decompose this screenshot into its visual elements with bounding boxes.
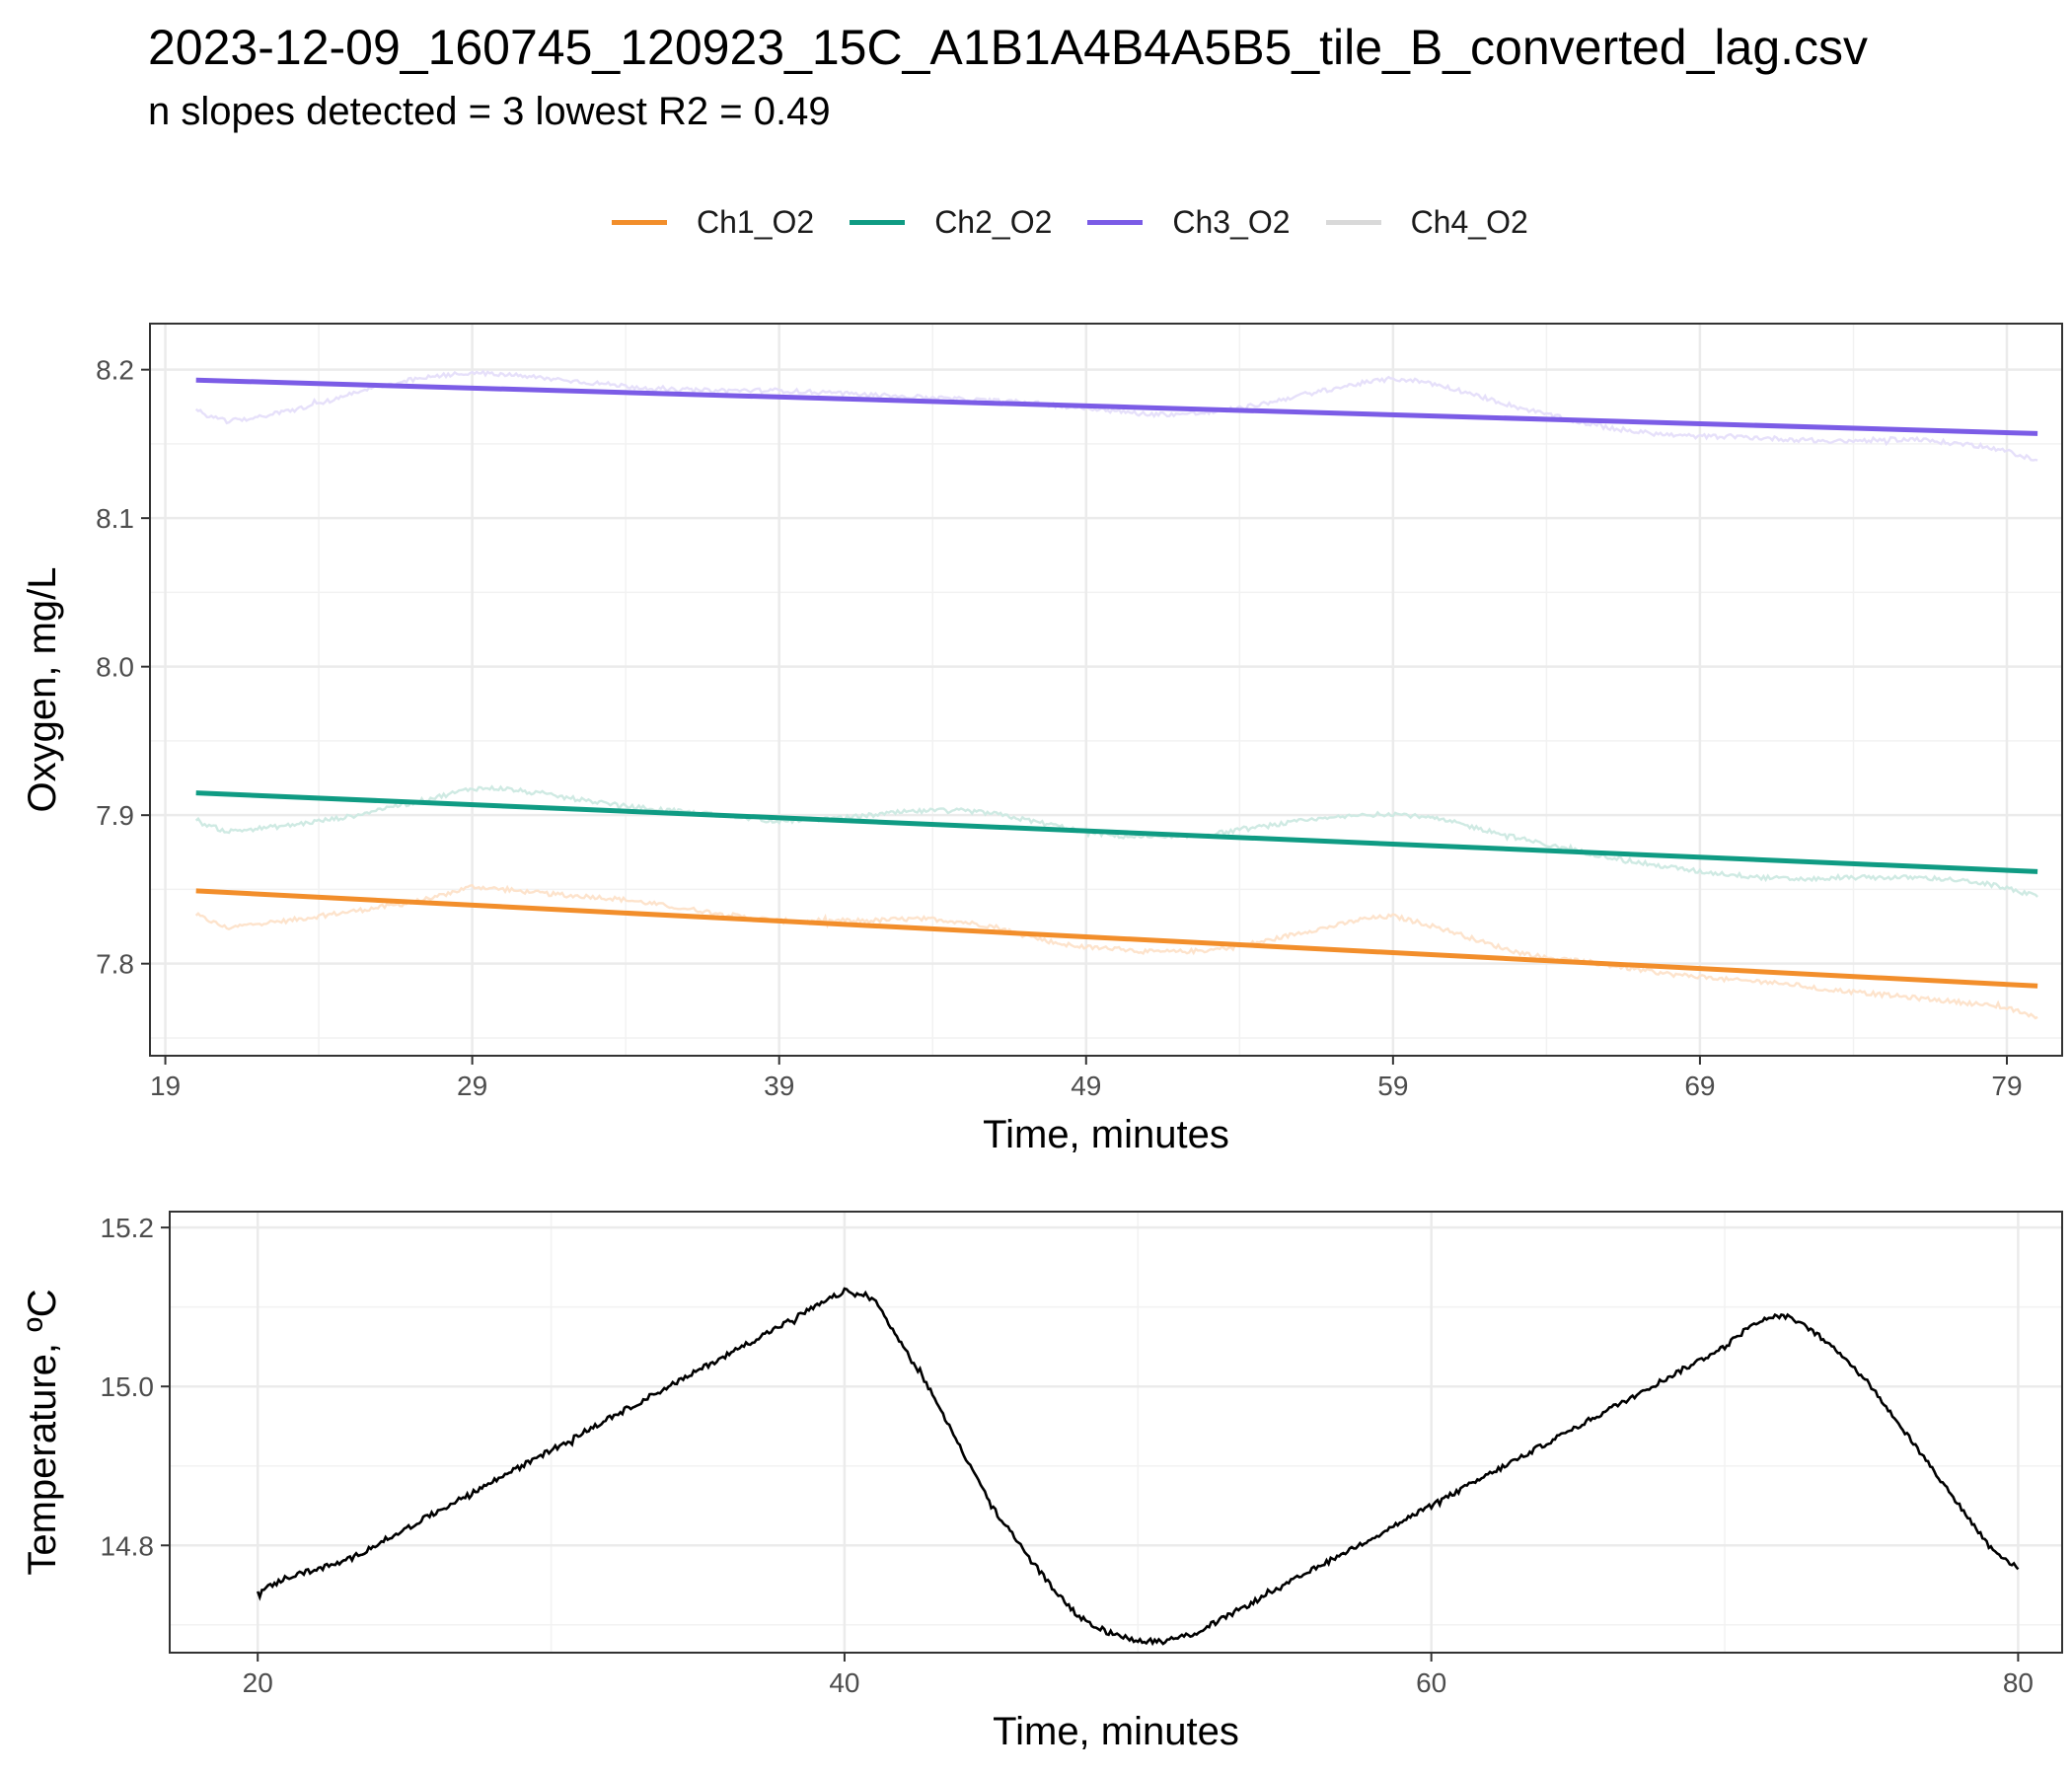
legend: Ch1_O2 Ch2_O2 Ch3_O2 Ch4_O2 bbox=[612, 197, 1564, 247]
y-tick-label: 15.2 bbox=[101, 1213, 155, 1243]
x-tick-label: 39 bbox=[764, 1071, 794, 1101]
ch3-o2-fit-line bbox=[195, 377, 2038, 436]
legend-key-ch1 bbox=[612, 219, 667, 225]
y-axis-title: Oxygen, mg/L bbox=[21, 566, 64, 812]
legend-label-ch1: Ch1_O2 bbox=[697, 203, 815, 240]
legend-item-ch3: Ch3_O2 bbox=[1087, 203, 1291, 241]
legend-key-ch3 bbox=[1087, 219, 1144, 225]
y-tick-label: 8.2 bbox=[96, 355, 134, 386]
y-tick-label: 8.1 bbox=[96, 503, 134, 534]
chart-subtitle: n slopes detected = 3 lowest R2 = 0.49 bbox=[148, 90, 831, 133]
legend-item-ch1: Ch1_O2 bbox=[612, 204, 814, 241]
legend-label-ch3: Ch3_O2 bbox=[1172, 203, 1291, 240]
legend-key-ch2 bbox=[850, 219, 906, 225]
temperature-line bbox=[256, 1287, 2020, 1647]
x-axis-title: Time, minutes bbox=[993, 1710, 1239, 1753]
legend-label-ch4: Ch4_O2 bbox=[1410, 203, 1528, 240]
y-tick-label: 15.0 bbox=[101, 1371, 155, 1402]
temperature-panel: 20 40 60 80 14.8 15.0 15.2 Time, minutes Tempera… bbox=[21, 1211, 2063, 1753]
x-tick-label: 60 bbox=[1416, 1667, 1446, 1698]
oxygen-panel-border bbox=[149, 323, 2063, 1057]
y-tick-label: 7.9 bbox=[96, 800, 134, 831]
oxygen-panel: 19 29 39 49 59 69 79 7.8 7.9 8.0 8.1 8.2 Time, minut… bbox=[21, 323, 2063, 1156]
temperature-panel-border bbox=[169, 1211, 2063, 1654]
chart-title: 2023-12-09_160745_120923_15C_A1B1A4B4A5B… bbox=[148, 20, 1869, 75]
ch1-o2-fit-line bbox=[195, 888, 2038, 989]
x-tick-label: 79 bbox=[1991, 1071, 2022, 1101]
legend-label-ch2: Ch2_O2 bbox=[934, 203, 1053, 240]
y-tick-label: 8.0 bbox=[96, 652, 134, 683]
x-tick-label: 19 bbox=[150, 1071, 181, 1101]
x-tick-label: 20 bbox=[243, 1667, 273, 1698]
y-tick-label: 7.8 bbox=[96, 949, 134, 980]
ch2-o2-fit-line bbox=[195, 790, 2038, 874]
x-axis-title: Time, minutes bbox=[983, 1113, 1229, 1156]
ch3-o2-raw-line bbox=[194, 369, 2038, 462]
x-tick-label: 69 bbox=[1684, 1071, 1715, 1101]
legend-item-ch4: Ch4_O2 bbox=[1325, 203, 1528, 241]
x-tick-label: 29 bbox=[457, 1071, 487, 1101]
x-tick-label: 80 bbox=[2003, 1667, 2034, 1698]
x-tick-label: 40 bbox=[829, 1667, 859, 1698]
ch1-o2-raw-line bbox=[194, 883, 2038, 1020]
legend-key-ch4 bbox=[1325, 219, 1381, 225]
x-tick-label: 49 bbox=[1071, 1071, 1101, 1101]
y-tick-label: 14.8 bbox=[101, 1530, 155, 1561]
y-axis-title: Temperature, ºC bbox=[21, 1289, 64, 1575]
x-tick-label: 59 bbox=[1377, 1071, 1408, 1101]
legend-item-ch2: Ch2_O2 bbox=[850, 204, 1052, 241]
